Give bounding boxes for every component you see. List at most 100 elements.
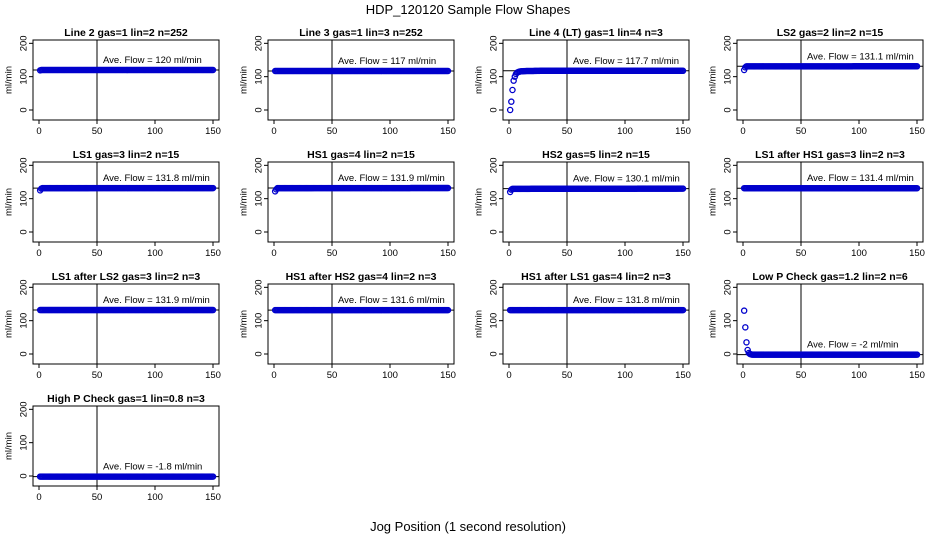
y-tick-label: 200 <box>489 279 500 295</box>
y-tick-label: 0 <box>254 107 265 112</box>
panel: LS1 gas=3 lin=2 n=15 0 50 100 150 0 100 200 ml/m… <box>4 149 221 259</box>
y-tick-label: 0 <box>489 107 500 112</box>
panel: LS2 gas=2 lin=2 n=15 0 50 100 150 0 100 200 ml/m… <box>708 27 925 137</box>
plot-frame <box>502 283 690 365</box>
data-point <box>679 67 687 75</box>
panel-title: Line 3 gas=1 lin=3 n=252 <box>299 27 423 39</box>
x-tick-label: 0 <box>740 370 745 381</box>
y-tick-label: 100 <box>723 69 734 85</box>
x-tick-label: 0 <box>271 248 276 259</box>
y-tick-label: 0 <box>19 473 30 478</box>
y-tick-label: 0 <box>723 107 734 112</box>
panel: HS2 gas=5 lin=2 n=15 0 50 100 150 0 100 200 ml/m… <box>474 149 691 259</box>
x-tick-label: 0 <box>740 126 745 137</box>
x-tick-label: 100 <box>617 126 633 137</box>
y-tick-label: 0 <box>723 351 734 356</box>
y-tick-label: 100 <box>723 191 734 207</box>
y-tick-label: 0 <box>254 351 265 356</box>
y-axis-label: ml/min <box>474 188 485 216</box>
panel-title: Line 2 gas=1 lin=2 n=252 <box>64 27 188 39</box>
data-point <box>740 307 748 314</box>
x-tick-label: 0 <box>271 126 276 137</box>
plot-frame <box>32 39 220 121</box>
panel-title: LS1 after LS2 gas=3 lin=2 n=3 <box>52 271 201 283</box>
panel-title: LS1 after HS1 gas=3 lin=2 n=3 <box>755 149 905 161</box>
plot-frame <box>502 39 690 121</box>
x-tick-label: 0 <box>36 126 41 137</box>
x-tick-label: 150 <box>205 248 221 259</box>
panel: High P Check gas=1 lin=0.8 n=3 0 50 100 150 0… <box>4 393 221 503</box>
x-tick-label: 0 <box>271 370 276 381</box>
panel: Line 3 gas=1 lin=3 n=252 0 50 100 150 0 100 200… <box>239 27 456 137</box>
data-point <box>209 306 217 314</box>
y-axis-label: ml/min <box>4 432 15 460</box>
panel-title: HS1 after LS1 gas=4 lin=2 n=3 <box>521 271 671 283</box>
plot-frame <box>502 161 690 243</box>
x-tick-label: 100 <box>147 492 163 503</box>
y-tick-label: 0 <box>19 107 30 112</box>
panel-title: Line 4 (LT) gas=1 lin=4 n=3 <box>529 27 663 39</box>
y-tick-label: 200 <box>723 279 734 295</box>
y-tick-label: 100 <box>254 313 265 329</box>
panel: LS1 after HS1 gas=3 lin=2 n=3 0 50 100 150 0 1… <box>708 149 925 259</box>
panel-title: HS1 gas=4 lin=2 n=15 <box>307 149 415 161</box>
data-point <box>742 324 749 331</box>
y-tick-label: 100 <box>19 435 30 451</box>
average-annotation: Ave. Flow = 117 ml/min <box>338 56 436 67</box>
panel-title: Low P Check gas=1.2 lin=2 n=6 <box>752 271 907 283</box>
data-point <box>209 184 217 192</box>
x-tick-label: 100 <box>147 370 163 381</box>
x-tick-label: 150 <box>909 126 925 137</box>
x-tick-label: 0 <box>506 248 511 259</box>
plot-frame <box>736 161 924 243</box>
data-point <box>506 106 514 114</box>
panel: Low P Check gas=1.2 lin=2 n=6 0 50 100 150 0 1… <box>708 271 925 381</box>
average-annotation: Ave. Flow = 131.8 ml/min <box>573 295 680 306</box>
y-tick-label: 100 <box>489 313 500 329</box>
average-annotation: Ave. Flow = -2 ml/min <box>807 340 898 351</box>
data-point <box>209 66 217 74</box>
data-point <box>508 98 515 105</box>
y-axis-label: ml/min <box>4 66 15 94</box>
panel: LS1 after LS2 gas=3 lin=2 n=3 0 50 100 150 0 1… <box>4 271 221 381</box>
y-tick-label: 0 <box>19 351 30 356</box>
x-tick-label: 0 <box>36 492 41 503</box>
x-tick-label: 50 <box>796 248 807 259</box>
x-tick-label: 100 <box>617 248 633 259</box>
panel-title: High P Check gas=1 lin=0.8 n=3 <box>47 393 205 405</box>
x-tick-label: 100 <box>617 370 633 381</box>
panel-title: LS2 gas=2 lin=2 n=15 <box>777 27 884 39</box>
x-tick-label: 150 <box>440 248 456 259</box>
x-tick-label: 50 <box>92 492 103 503</box>
data-point <box>679 306 687 314</box>
y-tick-label: 100 <box>723 313 734 329</box>
x-tick-label: 100 <box>382 126 398 137</box>
y-tick-label: 0 <box>723 229 734 234</box>
data-point <box>913 63 921 70</box>
plot-frame <box>736 39 924 121</box>
x-tick-label: 100 <box>382 248 398 259</box>
x-tick-label: 0 <box>36 248 41 259</box>
average-annotation: Ave. Flow = 131.8 ml/min <box>103 173 210 184</box>
average-annotation: Ave. Flow = 131.1 ml/min <box>807 51 914 62</box>
figure-title: HDP_120120 Sample Flow Shapes <box>365 2 571 17</box>
plot-frame <box>267 283 455 365</box>
data-point <box>913 351 921 358</box>
panel: Line 2 gas=1 lin=2 n=252 0 50 100 150 0 100 200… <box>4 27 221 137</box>
y-tick-label: 100 <box>489 191 500 207</box>
y-axis-label: ml/min <box>474 310 485 338</box>
panel: HS1 gas=4 lin=2 n=15 0 50 100 150 0 100 200 ml/m… <box>239 149 456 259</box>
panel-title: LS1 gas=3 lin=2 n=15 <box>73 149 180 161</box>
y-tick-label: 100 <box>19 313 30 329</box>
x-tick-label: 0 <box>740 248 745 259</box>
average-annotation: Ave. Flow = 130.1 ml/min <box>573 174 680 185</box>
x-tick-label: 100 <box>851 248 867 259</box>
y-tick-label: 100 <box>489 69 500 85</box>
plot-frame <box>267 39 455 121</box>
y-axis-label: ml/min <box>4 188 15 216</box>
y-axis-label: ml/min <box>239 310 250 338</box>
y-tick-label: 100 <box>19 191 30 207</box>
x-tick-label: 0 <box>36 370 41 381</box>
